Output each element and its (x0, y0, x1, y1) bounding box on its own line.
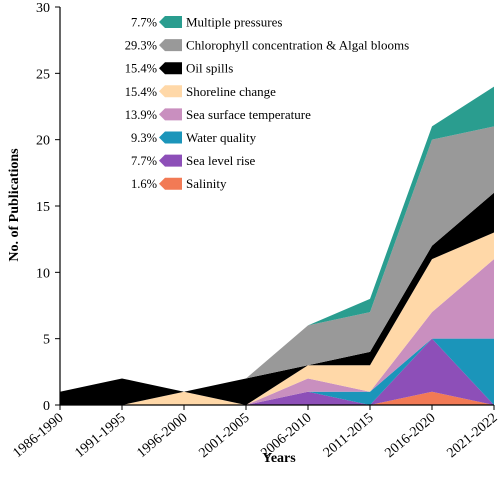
legend-label: Sea level rise (186, 153, 256, 168)
area-oil-spills (60, 192, 494, 405)
legend-percent: 15.4% (125, 85, 157, 99)
x-tick-label: 1996-2000 (134, 411, 190, 461)
x-tick-label: 2016-2020 (382, 411, 438, 461)
legend-swatch (159, 154, 182, 167)
y-axis-title: No. of Publications (7, 148, 22, 262)
y-tick-label: 20 (36, 134, 50, 149)
legend-label: Oil spills (186, 61, 233, 76)
y-tick-label: 25 (36, 67, 50, 82)
legend-swatch (159, 39, 182, 52)
area-multiple-pressures (60, 86, 494, 392)
legend-item-oil-spills: 15.4% Oil spills (125, 61, 234, 76)
legend: 7.7% Multiple pressures 29.3% Chlorophyll c… (125, 15, 409, 192)
legend-label: Sea surface temperature (186, 107, 311, 122)
x-axis-title: Years (262, 451, 296, 466)
legend-label: Chlorophyll concentration & Algal blooms (186, 38, 409, 53)
legend-item-sea-level-rise: 7.7% Sea level rise (131, 153, 256, 168)
legend-percent: 7.7% (131, 16, 157, 30)
legend-swatch (159, 16, 182, 28)
legend-label: Shoreline change (186, 84, 276, 99)
legend-swatch (159, 108, 182, 121)
legend-percent: 1.6% (131, 177, 157, 191)
x-tick-label: 2011-2015 (321, 411, 377, 461)
area-water-quality (60, 338, 494, 405)
y-tick-label: 15 (36, 200, 50, 215)
y-tick-label: 5 (43, 333, 50, 348)
area-sea-level-rise (60, 338, 494, 405)
legend-item-chlorophyll-concentration-and-algal-blooms: 29.3% Chlorophyll concentration & Algal b… (125, 38, 409, 53)
area-chlorophyll-concentration-and-algal-blooms (60, 126, 494, 392)
x-tick-label: 2001-2005 (196, 411, 252, 461)
legend-percent: 15.4% (125, 62, 157, 76)
legend-label: Multiple pressures (186, 15, 282, 30)
area-series-group (60, 86, 494, 405)
x-tick-label: 1991-1995 (72, 411, 128, 461)
area-shoreline-change (60, 232, 494, 405)
legend-item-sea-surface-temperature: 13.9% Sea surface temperature (125, 107, 311, 122)
legend-swatch (159, 131, 182, 144)
legend-label: Salinity (186, 176, 227, 191)
legend-percent: 9.3% (131, 131, 157, 145)
legend-percent: 7.7% (131, 154, 157, 168)
legend-percent: 13.9% (125, 108, 157, 122)
x-tick-label: 2021-2022 (444, 411, 498, 461)
area-salinity (60, 391, 494, 405)
legend-item-shoreline-change: 15.4% Shoreline change (125, 84, 276, 99)
legend-percent: 29.3% (125, 39, 157, 53)
legend-item-multiple-pressures: 7.7% Multiple pressures (131, 15, 282, 30)
y-tick-label: 30 (36, 1, 50, 16)
legend-label: Water quality (186, 130, 257, 145)
y-tick-label: 0 (43, 399, 50, 414)
legend-swatch (159, 85, 182, 98)
legend-swatch (159, 62, 182, 75)
legend-swatch (159, 177, 182, 190)
y-tick-label: 10 (36, 266, 50, 281)
x-tick-label: 1986-1990 (10, 411, 66, 461)
legend-item-water-quality: 9.3% Water quality (131, 130, 257, 145)
legend-item-salinity: 1.6% Salinity (131, 176, 227, 191)
